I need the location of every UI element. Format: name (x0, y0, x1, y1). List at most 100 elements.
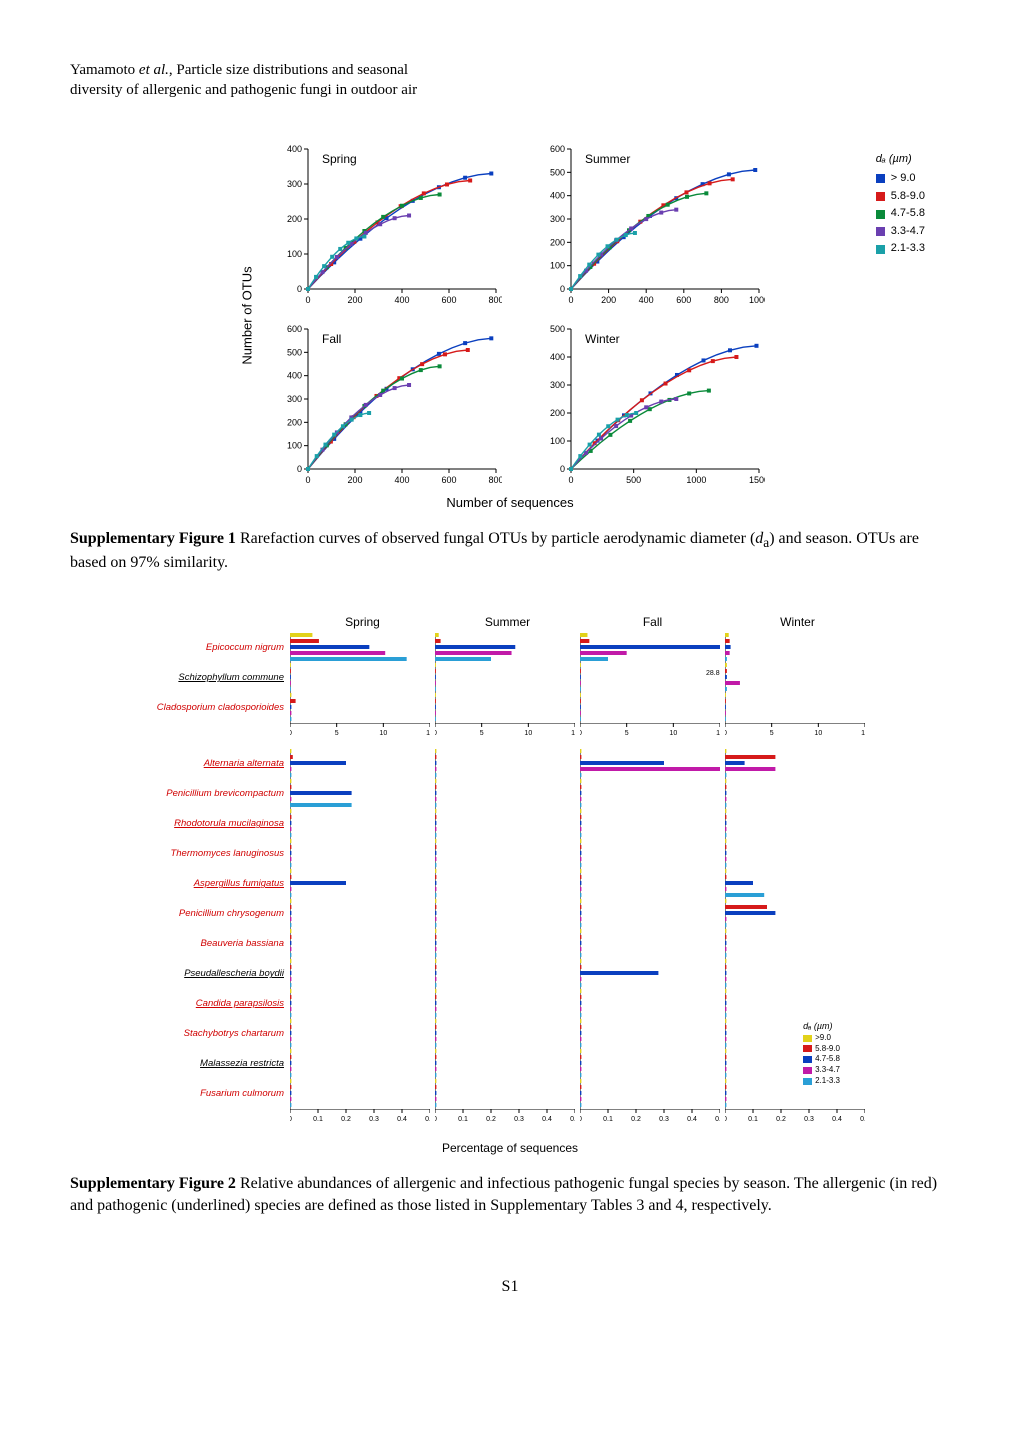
fig2-axis: 00.10.20.30.40.5 (290, 1109, 435, 1125)
fig2-axis: 00.10.20.30.40.5 (725, 1109, 870, 1125)
svg-text:5: 5 (770, 730, 774, 737)
fig2-cell (725, 989, 870, 1019)
svg-text:100: 100 (287, 440, 302, 450)
svg-text:800: 800 (488, 475, 502, 485)
svg-text:200: 200 (601, 295, 616, 305)
svg-text:10: 10 (814, 730, 822, 737)
fig2-axis: 051015 (725, 723, 870, 739)
fig2-cell (435, 959, 580, 989)
fig1-panel-winter: 0500100015000100200300400500Winter (535, 321, 790, 491)
svg-text:5: 5 (335, 730, 339, 737)
svg-text:15: 15 (426, 730, 430, 737)
fig1-panel-summer: 020040060080010000100200300400500600Summ… (535, 141, 790, 311)
fig2-cell (725, 779, 870, 809)
fig2-cell (725, 1079, 870, 1109)
svg-text:Winter: Winter (585, 332, 620, 346)
svg-text:500: 500 (550, 324, 565, 334)
svg-text:600: 600 (287, 324, 302, 334)
fig2-cell (725, 899, 870, 929)
svg-text:0: 0 (435, 730, 437, 737)
fig2-rowlabel: Candida parapsilosis (150, 989, 290, 1019)
fig2-rowlabel: Stachybotrys chartarum (150, 1019, 290, 1049)
fig2-rowlabel: Penicillium brevicompactum (150, 779, 290, 809)
fig2-rowlabel: Rhodotorula mucilaginosa (150, 809, 290, 839)
fig2-legend: dₐ (µm)>9.05.8-9.04.7-5.83.3-4.72.1-3.3 (803, 1020, 840, 1087)
svg-text:600: 600 (441, 475, 456, 485)
fig2-cell (580, 693, 725, 723)
svg-text:0.1: 0.1 (313, 1116, 323, 1123)
fig2-rowlabel: Alternaria alternata (150, 749, 290, 779)
fig2-cell (290, 869, 435, 899)
fig2-cell (290, 809, 435, 839)
head-suffix: , Particle size distributions and season… (169, 62, 408, 78)
svg-text:600: 600 (441, 295, 456, 305)
svg-text:0.3: 0.3 (514, 1116, 524, 1123)
svg-text:400: 400 (394, 475, 409, 485)
svg-text:100: 100 (550, 260, 565, 270)
svg-text:0: 0 (290, 1116, 292, 1123)
fig2-rowlabel: Pseudallescheria boydii (150, 959, 290, 989)
svg-text:0.1: 0.1 (748, 1116, 758, 1123)
svg-text:0.1: 0.1 (603, 1116, 613, 1123)
svg-text:800: 800 (488, 295, 502, 305)
fig1-panel-spring: 02004006008000100200300400Spring (272, 141, 527, 311)
svg-text:0.5: 0.5 (570, 1116, 575, 1123)
fig2-cell (725, 749, 870, 779)
svg-text:0: 0 (568, 475, 573, 485)
svg-text:0: 0 (560, 464, 565, 474)
svg-text:500: 500 (287, 347, 302, 357)
svg-text:100: 100 (550, 436, 565, 446)
svg-text:Fall: Fall (322, 332, 341, 346)
svg-text:15: 15 (571, 730, 575, 737)
fig1-ylabel: Number of OTUs (230, 141, 264, 491)
svg-text:0.4: 0.4 (832, 1116, 842, 1123)
fig2-rowlabel: Cladosporium cladosporioides (150, 693, 290, 723)
fig2-cell (290, 839, 435, 869)
fig2-cell (290, 633, 435, 663)
fig2-axis: 051015 (580, 723, 725, 739)
fig2-cell (580, 959, 725, 989)
svg-text:0: 0 (305, 475, 310, 485)
fig2-cell (435, 809, 580, 839)
svg-text:0.4: 0.4 (542, 1116, 552, 1123)
fig2-cell (580, 839, 725, 869)
svg-text:0.4: 0.4 (397, 1116, 407, 1123)
svg-text:0.2: 0.2 (341, 1116, 351, 1123)
fig2-cell (290, 1019, 435, 1049)
fig1-panel-fall: 02004006008000100200300400500600Fall (272, 321, 527, 491)
fig2-grid: SpringSummerFallWinterEpicoccum nigrum28… (150, 615, 870, 1135)
fig2-cell (290, 1079, 435, 1109)
fig2-cell (435, 1079, 580, 1109)
fig2-cell (725, 663, 870, 693)
fig2-cell (290, 779, 435, 809)
fig2-cell (435, 929, 580, 959)
fig2-col-spring: Spring (290, 615, 435, 633)
svg-text:300: 300 (550, 214, 565, 224)
fig2-cell (290, 693, 435, 723)
fig2-axis: 051015 (290, 723, 435, 739)
svg-text:15: 15 (716, 730, 720, 737)
fig2-rowlabel: Beauveria bassiana (150, 929, 290, 959)
svg-text:200: 200 (550, 408, 565, 418)
fig2-cell (580, 1079, 725, 1109)
svg-text:200: 200 (287, 214, 302, 224)
svg-text:0.3: 0.3 (369, 1116, 379, 1123)
fig2-cell (580, 869, 725, 899)
svg-text:0: 0 (297, 464, 302, 474)
svg-text:400: 400 (550, 190, 565, 200)
svg-text:600: 600 (676, 295, 691, 305)
fig2-cell (435, 869, 580, 899)
svg-text:0.3: 0.3 (804, 1116, 814, 1123)
fig2-rowlabel: Penicillium chrysogenum (150, 899, 290, 929)
figure-2-inner: SpringSummerFallWinterEpicoccum nigrum28… (150, 615, 870, 1155)
fig2-xlabel: Percentage of sequences (150, 1141, 870, 1155)
fig2-cell (435, 1019, 580, 1049)
fig2-cell (290, 663, 435, 693)
svg-text:Summer: Summer (585, 152, 630, 166)
fig2-cell (580, 749, 725, 779)
svg-text:10: 10 (524, 730, 532, 737)
fig2-cell (725, 693, 870, 723)
svg-text:0.5: 0.5 (860, 1116, 865, 1123)
figure-1-inner: Number of OTUs 0 200 400 600 800 0 100 200 300 40… (230, 141, 790, 510)
fig2-cell (435, 1049, 580, 1079)
